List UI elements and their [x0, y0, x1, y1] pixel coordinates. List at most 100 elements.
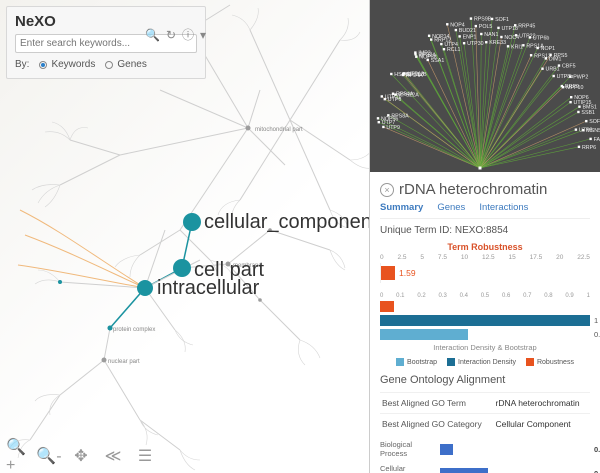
gene-label-mpp10[interactable]: MPP10: [566, 85, 583, 91]
gene-node-faf1[interactable]: [589, 138, 591, 140]
tab-summary[interactable]: Summary: [380, 202, 423, 213]
gene-node-urb1[interactable]: [541, 68, 543, 70]
gene-node-utp7[interactable]: [378, 121, 380, 123]
gene-label-sof1[interactable]: SOF1: [495, 17, 509, 23]
tab-interactions[interactable]: Interactions: [479, 202, 528, 213]
gene-node-dim1[interactable]: [545, 57, 547, 59]
expand-icon[interactable]: ✥: [70, 445, 92, 467]
gene-node-utp8[interactable]: [575, 128, 577, 130]
search-icon[interactable]: 🔍: [145, 28, 160, 42]
gene-node-rps8a[interactable]: [387, 114, 389, 116]
gene-node-nan1[interactable]: [480, 33, 482, 35]
gene-label-pol5[interactable]: POL5: [479, 24, 493, 30]
gene-node-kri1[interactable]: [507, 45, 509, 47]
gene-label-ssa1[interactable]: SSA1: [431, 58, 445, 64]
gene-label-urb1[interactable]: URB1: [546, 67, 560, 73]
genes-radio[interactable]: [105, 61, 113, 69]
gene-node-pol5[interactable]: [475, 25, 477, 27]
gene-node-rpl4a[interactable]: [402, 74, 404, 76]
gene-label-kre33[interactable]: KRE33: [489, 40, 506, 46]
gene-node-rrp12[interactable]: [430, 38, 432, 40]
bootstrap-row[interactable]: 0.42: [380, 329, 590, 340]
gene-node-center[interactable]: [479, 167, 482, 170]
gene-node-utp4[interactable]: [440, 43, 442, 45]
keywords-radio-label[interactable]: Keywords: [51, 59, 95, 70]
zoom-in-icon[interactable]: 🔍+: [6, 445, 28, 467]
gene-label-rps9b[interactable]: RPS9B: [474, 17, 492, 23]
gene-node-rps7a[interactable]: [414, 53, 416, 55]
gene-node-rrp6[interactable]: [578, 146, 580, 148]
legend-interaction-density[interactable]: Interaction Density: [447, 358, 516, 366]
gene-node-cbf5[interactable]: [558, 64, 560, 66]
gene-label-enp1[interactable]: ENP1: [463, 34, 477, 40]
genes-radio-label[interactable]: Genes: [117, 59, 146, 70]
gene-label-rrp45[interactable]: RRP45: [518, 23, 535, 29]
gene-label-ssb1[interactable]: SSB1: [581, 110, 595, 116]
gene-node-sof1b[interactable]: [585, 120, 587, 122]
gene-node-utp18[interactable]: [497, 27, 499, 29]
node-label-cellular-component[interactable]: cellular_component: [204, 211, 370, 233]
gene-node-nop6[interactable]: [570, 96, 572, 98]
gene-node-utp8b[interactable]: [552, 75, 554, 77]
gene-label-nan1[interactable]: NAN1: [484, 32, 498, 38]
keywords-radio[interactable]: [39, 61, 47, 69]
gene-label-utp18[interactable]: UTP18: [501, 26, 518, 32]
gene-node-nop56[interactable]: [377, 117, 379, 119]
gene-node-noc4[interactable]: [500, 36, 502, 38]
gene-node-rrp45[interactable]: [514, 24, 516, 26]
gene-node-mpp10[interactable]: [562, 86, 564, 88]
legend-bootstrap[interactable]: Bootstrap: [396, 358, 437, 366]
zoom-out-icon[interactable]: 🔍-: [38, 445, 60, 467]
gene-node-utp22[interactable]: [515, 34, 517, 36]
legend-robustness[interactable]: Robustness: [526, 358, 574, 366]
gene-node-utp6b[interactable]: [529, 36, 531, 38]
gene-node-utp21[interactable]: [381, 95, 383, 97]
go-row-biological-process[interactable]: Biological Process 0.06: [380, 440, 590, 458]
gene-node-nop1[interactable]: [536, 47, 538, 49]
robustness-density-row[interactable]: [380, 301, 590, 312]
gene-node-ssa1[interactable]: [427, 59, 429, 61]
gene-label-nop1[interactable]: NOP1: [541, 46, 555, 52]
gene-label-rps8a[interactable]: RPS8A: [391, 113, 409, 119]
gene-label-utip15[interactable]: UTIP15: [574, 100, 592, 106]
gene-node-nop58[interactable]: [415, 56, 417, 58]
robustness-bar[interactable]: 1.59: [381, 266, 395, 280]
gene-label-cbf5[interactable]: CBF5: [562, 64, 576, 70]
close-term-icon[interactable]: ×: [380, 183, 394, 197]
help-icon[interactable]: ⓘ: [182, 26, 194, 43]
gene-label-rpl4a[interactable]: RPL4A: [406, 73, 423, 79]
refresh-icon[interactable]: ↻: [166, 28, 176, 42]
go-row-cellular-component[interactable]: Cellular Component 0.23: [380, 464, 590, 473]
gene-label-utp6b[interactable]: UTP6b: [533, 35, 550, 41]
gene-label-faf1[interactable]: FAF1: [594, 137, 600, 143]
gene-node-utp30[interactable]: [463, 42, 465, 44]
gene-label-bud21[interactable]: BUD21: [459, 28, 476, 34]
gene-node-sof1[interactable]: [491, 18, 493, 20]
gene-node-pwp2[interactable]: [569, 75, 571, 77]
layers-icon[interactable]: ☰: [134, 445, 156, 467]
tab-genes[interactable]: Genes: [437, 202, 465, 213]
gene-node-rps4a[interactable]: [392, 93, 394, 95]
gene-node-kre33[interactable]: [485, 41, 487, 43]
gene-label-rps4a[interactable]: RPS4A: [396, 92, 414, 98]
gene-label-pwp2[interactable]: PWP2: [573, 75, 588, 81]
interaction-density-row[interactable]: 1: [380, 315, 590, 326]
gene-node-utip15[interactable]: [569, 101, 571, 103]
collapse-icon[interactable]: ≪: [102, 445, 124, 467]
gene-node-msn5[interactable]: [582, 129, 584, 131]
gene-node-nop14[interactable]: [428, 35, 430, 37]
chevron-down-icon[interactable]: ▾: [200, 28, 206, 42]
gene-label-rcl1[interactable]: RCL1: [447, 47, 461, 53]
gene-label-msn5[interactable]: MSN5: [586, 128, 600, 134]
gene-label-rrp6[interactable]: RRP6: [582, 145, 596, 151]
gene-node-rcl1[interactable]: [443, 48, 445, 50]
gene-label-rps5[interactable]: RPS5: [554, 53, 568, 59]
gene-label-utp30[interactable]: UTP30: [467, 41, 484, 47]
gene-node-enp1[interactable]: [458, 35, 460, 37]
gene-node-rps9b[interactable]: [470, 17, 472, 19]
gene-node-bud21[interactable]: [455, 29, 457, 31]
node-label-intracellular[interactable]: intracellular: [157, 277, 260, 299]
gene-node-hsc82[interactable]: [390, 73, 392, 75]
gene-label-sof1b[interactable]: SOF1b: [589, 119, 600, 125]
gene-node-nop4[interactable]: [446, 23, 448, 25]
